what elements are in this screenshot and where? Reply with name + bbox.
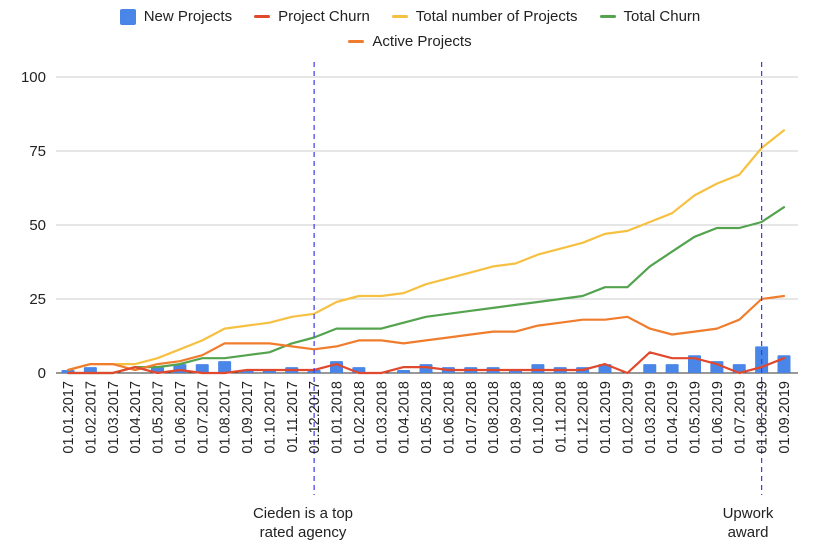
x-tick-label: 01.03.2018 xyxy=(374,381,390,454)
legend-label: Project Churn xyxy=(278,8,370,25)
x-tick-label: 01.07.2019 xyxy=(732,381,748,454)
x-tick-label: 01.12.2018 xyxy=(576,381,592,454)
bar-new-projects[interactable] xyxy=(665,364,679,373)
x-tick-label: 01.03.2017 xyxy=(106,381,122,454)
x-tick-label: 01.08.2018 xyxy=(486,381,502,454)
bars-new-projects xyxy=(61,346,791,373)
line-total-churn[interactable] xyxy=(66,206,786,375)
line-active-projects[interactable] xyxy=(66,294,786,372)
legend-item-total-churn[interactable]: Total Churn xyxy=(599,8,701,25)
x-tick-label: 01.05.2017 xyxy=(151,381,167,454)
x-tick-label: 01.03.2019 xyxy=(643,381,659,454)
legend-row-1: New Projects Project Churn Total number … xyxy=(0,8,820,25)
x-tick-label: 01.10.2017 xyxy=(262,381,278,454)
x-tick-label: 01.11.2018 xyxy=(553,381,569,453)
legend-swatch xyxy=(391,15,408,18)
bar-new-projects[interactable] xyxy=(531,364,545,373)
y-axis-ticks: 0 25 50 75 100 xyxy=(21,69,46,382)
gridlines xyxy=(56,76,798,374)
legend-label: Total number of Projects xyxy=(415,8,578,25)
legend-row-2: Active Projects xyxy=(0,33,820,50)
x-tick-label: 01.01.2019 xyxy=(598,381,614,454)
bar-new-projects[interactable] xyxy=(218,361,232,373)
annotation-lines xyxy=(313,62,763,495)
x-tick-label: 01.09.2017 xyxy=(240,381,256,454)
x-tick-label: 01.01.2018 xyxy=(330,381,346,454)
x-tick-label: 01.05.2019 xyxy=(688,381,704,454)
legend-item-project-churn[interactable]: Project Churn xyxy=(254,8,370,25)
legend-label: Total Churn xyxy=(623,8,701,25)
x-tick-label: 01.08.2019 xyxy=(755,381,771,454)
x-tick-label: 01.06.2017 xyxy=(173,381,189,454)
x-tick-label: 01.08.2017 xyxy=(218,381,234,454)
bar-new-projects[interactable] xyxy=(195,364,209,373)
x-tick-label: 01.07.2017 xyxy=(195,381,211,454)
x-tick-label: 01.11.2017 xyxy=(285,381,301,453)
x-tick-label: 01.06.2019 xyxy=(710,381,726,454)
x-tick-label: 01.02.2017 xyxy=(83,381,99,454)
bar-new-projects[interactable] xyxy=(397,370,411,373)
x-tick-label: 01.04.2018 xyxy=(397,381,413,454)
legend-swatch xyxy=(119,8,136,25)
annotation-label-top-rated: Cieden is a top rated agency xyxy=(228,504,378,542)
annotation-line-2: award xyxy=(727,524,769,541)
y-tick-label: 75 xyxy=(29,143,46,160)
line-project-churn[interactable] xyxy=(66,351,786,375)
annotation-line-2: rated agency xyxy=(259,524,347,541)
x-tick-label: 01.02.2019 xyxy=(620,381,636,454)
legend-item-total-projects[interactable]: Total number of Projects xyxy=(391,8,578,25)
series-lines xyxy=(66,129,786,375)
x-tick-label: 01.05.2018 xyxy=(419,381,435,454)
x-axis-ticks: 01.01.2017 01.02.2017 01.03.2017 01.04.2017… xyxy=(61,381,793,454)
x-tick-label: 01.09.2018 xyxy=(509,381,525,454)
legend-label: New Projects xyxy=(143,8,233,25)
bar-new-projects[interactable] xyxy=(643,364,657,373)
legend-item-active-projects[interactable]: Active Projects xyxy=(348,33,472,50)
annotation-line-1: Upwork xyxy=(722,505,774,522)
x-tick-label: 01.06.2018 xyxy=(441,381,457,454)
x-tick-label: 01.04.2017 xyxy=(128,381,144,454)
line-total-number-of-projects[interactable] xyxy=(66,129,786,372)
legend-item-new-projects[interactable]: New Projects xyxy=(119,8,233,25)
x-tick-label: 01.09.2019 xyxy=(777,381,793,454)
y-tick-label: 50 xyxy=(29,217,46,234)
y-tick-label: 100 xyxy=(21,69,46,86)
annotation-label-upwork: Upwork award xyxy=(700,504,796,542)
x-tick-label: 01.04.2019 xyxy=(665,381,681,454)
annotation-line-1: Cieden is a top xyxy=(252,505,354,522)
legend-swatch xyxy=(348,40,365,43)
y-tick-label: 25 xyxy=(29,291,46,308)
bar-new-projects[interactable] xyxy=(83,367,97,373)
legend-swatch xyxy=(254,15,271,18)
legend-swatch xyxy=(599,15,616,18)
legend-label: Active Projects xyxy=(372,33,472,50)
x-tick-label: 01.10.2018 xyxy=(531,381,547,454)
x-tick-label: 01.02.2018 xyxy=(352,381,368,454)
y-tick-label: 0 xyxy=(38,365,46,382)
x-tick-label: 01.12.2017 xyxy=(307,381,323,454)
x-tick-label: 01.01.2017 xyxy=(61,381,77,454)
x-tick-label: 01.07.2018 xyxy=(464,381,480,454)
